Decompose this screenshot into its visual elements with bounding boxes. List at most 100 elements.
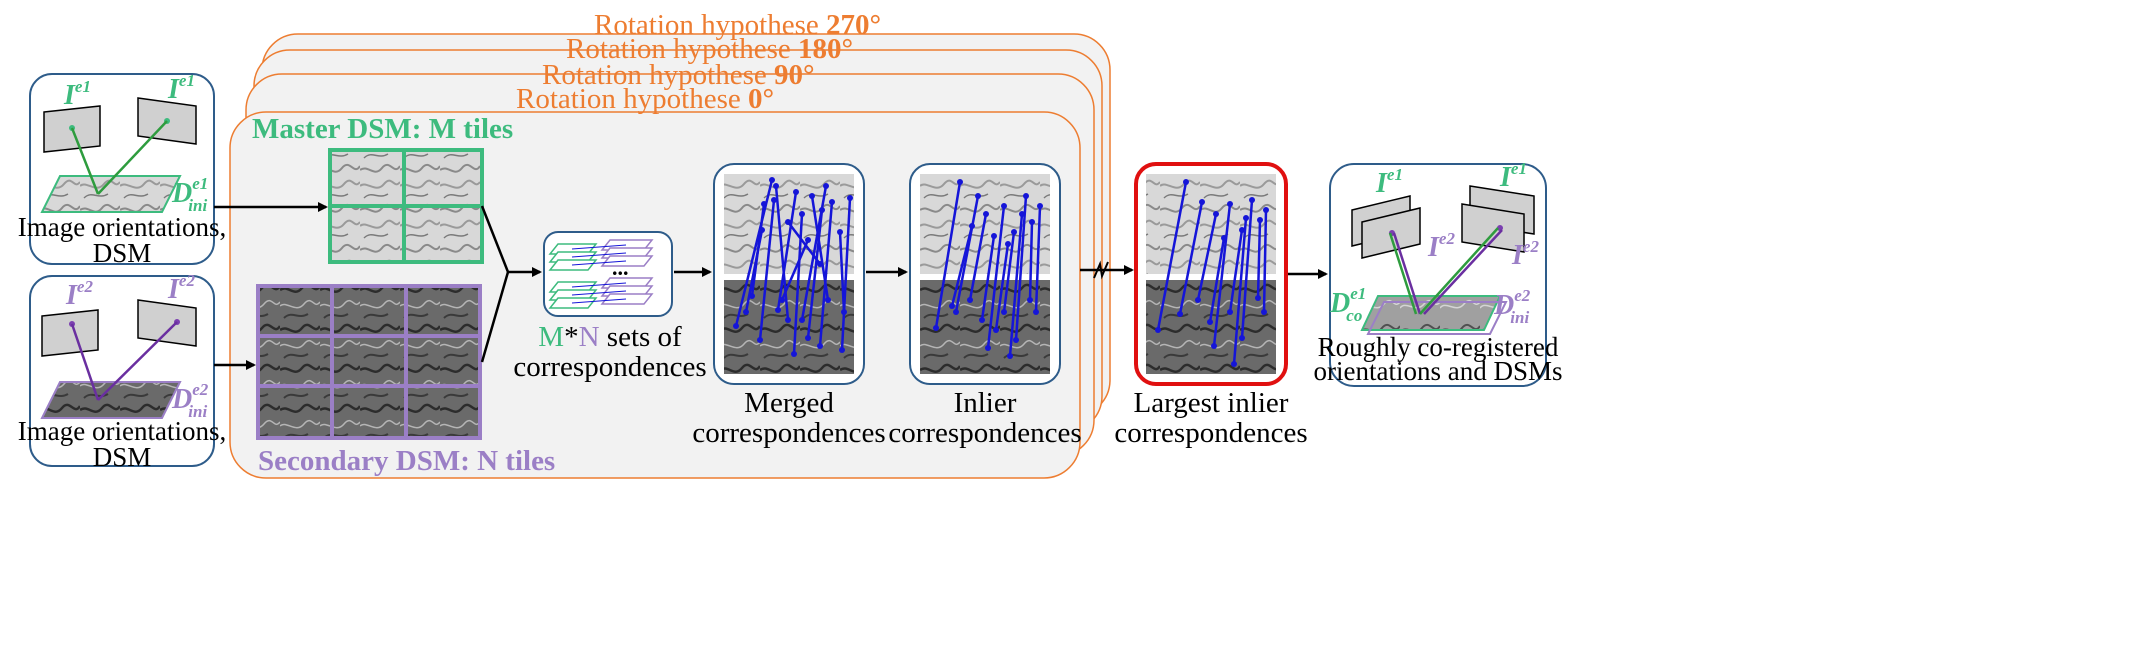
match-point bbox=[1227, 309, 1233, 315]
image-plane-right-icon-2 bbox=[1461, 203, 1525, 253]
secondary-dsm-label: Secondary DSM: N tiles bbox=[258, 445, 555, 477]
inlier-match-lines bbox=[933, 179, 1043, 359]
match-line bbox=[980, 235, 996, 321]
match-line bbox=[954, 195, 980, 313]
dsm-terrain-icon bbox=[40, 175, 182, 213]
output-caption-line2: orientations and DSMs bbox=[1314, 356, 1563, 386]
match-point bbox=[837, 229, 843, 235]
match-point bbox=[1199, 199, 1205, 205]
dsm-symbol: De1 ini bbox=[171, 174, 208, 215]
match-point bbox=[1033, 309, 1039, 315]
match-point bbox=[823, 183, 829, 189]
match-point bbox=[791, 351, 797, 357]
match-point bbox=[1005, 241, 1011, 247]
match-point bbox=[799, 317, 805, 323]
match-point bbox=[1255, 295, 1261, 301]
match-line bbox=[838, 231, 846, 313]
selection-break-mark bbox=[1093, 260, 1109, 280]
match-point bbox=[1001, 309, 1007, 315]
match-point bbox=[805, 335, 811, 341]
match-line bbox=[840, 197, 852, 351]
match-line bbox=[1208, 237, 1226, 323]
match-line bbox=[950, 225, 974, 307]
match-point bbox=[1029, 219, 1035, 225]
match-point bbox=[759, 227, 765, 233]
match-point bbox=[1239, 335, 1245, 341]
match-point bbox=[779, 297, 785, 303]
match-point bbox=[1261, 309, 1267, 315]
match-line bbox=[1262, 209, 1268, 313]
hypothesis-label-180: Rotation hypothese 180° bbox=[566, 33, 853, 65]
image-symbol-right: Ie1 bbox=[167, 71, 195, 105]
match-point bbox=[1183, 179, 1189, 185]
match-point bbox=[771, 197, 777, 203]
match-point bbox=[1249, 197, 1255, 203]
match-point bbox=[761, 201, 767, 207]
match-point bbox=[1227, 201, 1233, 207]
match-point bbox=[805, 237, 811, 243]
match-line bbox=[1014, 195, 1028, 341]
match-point bbox=[809, 193, 815, 199]
match-point bbox=[985, 345, 991, 351]
match-point bbox=[839, 347, 845, 353]
match-point bbox=[743, 309, 749, 315]
match-point bbox=[1037, 203, 1043, 209]
match-line bbox=[994, 243, 1010, 331]
match-point bbox=[1155, 327, 1161, 333]
match-point bbox=[733, 323, 739, 329]
match-line bbox=[1196, 213, 1218, 301]
match-point bbox=[1001, 203, 1007, 209]
match-point bbox=[975, 193, 981, 199]
dsm-terrain-icon bbox=[40, 381, 182, 419]
match-point bbox=[1195, 297, 1201, 303]
inlier-correspondences-box bbox=[909, 163, 1061, 385]
correspondence-sets-box: ... bbox=[543, 231, 673, 317]
match-point bbox=[829, 199, 835, 205]
match-point bbox=[793, 189, 799, 195]
match-point bbox=[949, 303, 955, 309]
match-point bbox=[1011, 229, 1017, 235]
match-line bbox=[780, 239, 810, 301]
largest-caption-line1: Largest inlier bbox=[1134, 387, 1289, 419]
master-dsm-grid bbox=[328, 148, 484, 264]
match-point bbox=[1231, 361, 1237, 367]
match-point bbox=[773, 183, 779, 189]
hypothesis-label-270: Rotation hypothese 270° bbox=[594, 9, 881, 41]
input2-caption-line2: DSM bbox=[93, 442, 152, 472]
input1-caption-line2: DSM bbox=[93, 238, 152, 268]
match-point bbox=[769, 177, 775, 183]
match-line bbox=[774, 185, 790, 321]
match-point bbox=[1007, 353, 1013, 359]
match-line bbox=[800, 185, 828, 321]
match-point bbox=[957, 179, 963, 185]
inlier-caption-line1: Inlier bbox=[954, 387, 1017, 419]
match-point bbox=[817, 343, 823, 349]
input-epoch2-box: Ie2 Ie2 De2 ini Image orientations, DSM bbox=[18, 271, 226, 472]
largest-match-lines bbox=[1155, 179, 1269, 367]
match-point bbox=[817, 261, 823, 267]
match-point bbox=[1207, 319, 1213, 325]
match-point bbox=[785, 317, 791, 323]
output-image-symbol-left-e1: Ie1 bbox=[1375, 165, 1403, 199]
match-point bbox=[847, 195, 853, 201]
output-caption-line1: Roughly co-registered bbox=[1318, 332, 1559, 362]
connector-master-to-sets bbox=[480, 205, 510, 273]
match-point bbox=[967, 297, 973, 303]
match-point bbox=[993, 327, 999, 333]
match-point bbox=[933, 325, 939, 331]
image-symbol-left: Ie1 bbox=[63, 77, 91, 111]
secondary-dsm-grid bbox=[256, 284, 482, 440]
match-point bbox=[953, 309, 959, 315]
match-point bbox=[825, 297, 831, 303]
match-point bbox=[1221, 235, 1227, 241]
match-point bbox=[1243, 215, 1249, 221]
match-point bbox=[1239, 227, 1245, 233]
match-line bbox=[1002, 231, 1016, 313]
merged-caption-line2: correspondences bbox=[692, 417, 885, 449]
image-symbol-left: Ie2 bbox=[65, 277, 93, 311]
match-line bbox=[776, 191, 798, 311]
match-point bbox=[991, 233, 997, 239]
match-line bbox=[968, 213, 988, 301]
match-point bbox=[969, 223, 975, 229]
